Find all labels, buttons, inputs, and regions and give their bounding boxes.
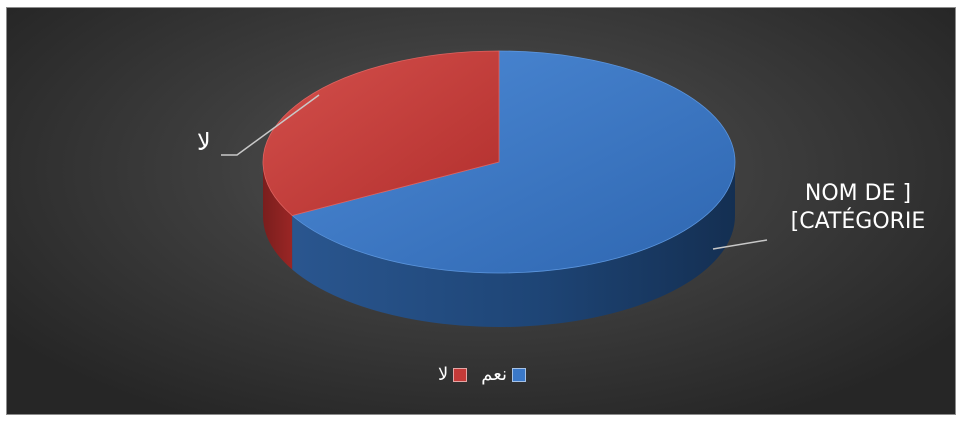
legend-label-yes: نعم [481,364,507,385]
chart-area: لا NOM DE ] [CATÉGORIE نعم لا [6,7,956,415]
data-label-yes: NOM DE ] [CATÉGORIE [773,180,943,235]
leader-line-no [221,94,320,156]
legend-item-yes: نعم [481,364,526,385]
legend-item-no: لا [438,364,468,385]
leader-line-category [712,239,768,250]
data-label-yes-line-2: [CATÉGORIE [790,208,926,234]
pie-slice-yes [291,50,736,274]
pie-slice-no [262,50,500,216]
data-label-no: لا [197,128,211,156]
pie-chart [221,50,768,328]
chart-legend: نعم لا [7,364,955,385]
legend-label-no: لا [438,364,449,385]
legend-swatch-no [453,367,468,382]
legend-swatch-yes [511,367,526,382]
data-label-yes-line-1: NOM DE ] [804,181,912,206]
pie-side-yes [292,162,735,328]
pie-side-no [263,162,293,270]
